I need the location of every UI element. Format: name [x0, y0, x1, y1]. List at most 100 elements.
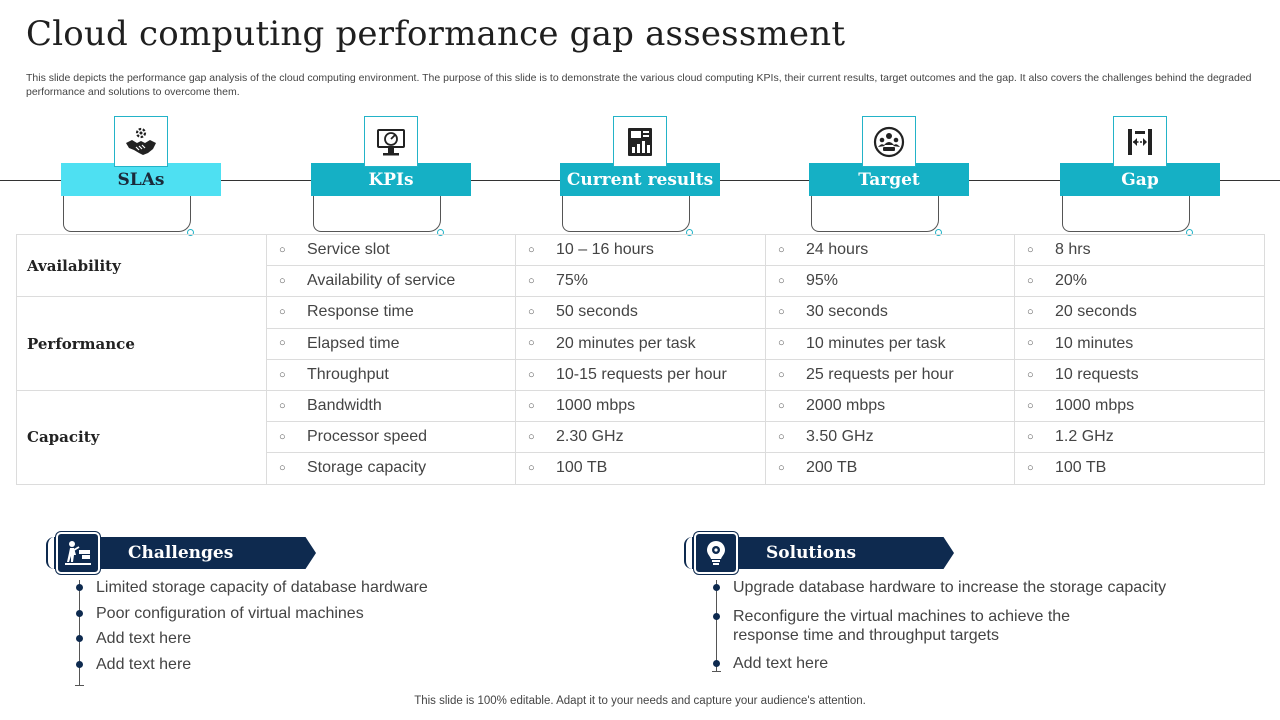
list-item-text: Poor configuration of virtual machines — [96, 605, 364, 622]
gap-cell: ○ 1000 mbps — [1014, 389, 1265, 423]
kpi-text: Processor speed — [307, 428, 428, 446]
list-item-text: Limited storage capacity of database har… — [96, 579, 428, 596]
kpi-text: Elapsed time — [307, 334, 400, 352]
list-item-text: Add text here — [96, 630, 192, 647]
bullet-icon: ○ — [1027, 462, 1034, 475]
header-bracket — [562, 196, 693, 236]
table-row: Capacity ○ Bandwidth ○ 1000 mbps ○ 2000 mbp… — [16, 389, 1265, 485]
kpi-cell: ○ Elapsed time — [266, 327, 516, 360]
bullet-icon: ○ — [778, 337, 785, 350]
current-text: 2.30 GHz — [556, 428, 624, 446]
target-cell: ○ 30 seconds — [765, 296, 1015, 329]
header-label-gap: Gap — [1060, 163, 1220, 196]
gap-cell: ○ 1.2 GHz — [1014, 421, 1265, 454]
kpi-text: Response time — [307, 303, 414, 321]
bullet-icon: ○ — [1027, 275, 1034, 288]
gap-text: 8 hrs — [1055, 241, 1091, 259]
table-row: Performance ○ Response time ○ 50 seconds ○… — [16, 296, 1265, 391]
kpi-cell: ○ Storage capacity — [266, 452, 516, 485]
list-item: Reconfigure the virtual machines to achi… — [713, 607, 1073, 645]
kpi-cell: ○ Bandwidth — [266, 389, 516, 423]
bullet-icon: ○ — [778, 430, 785, 443]
target-text: 25 requests per hour — [806, 365, 954, 383]
current-cell: ○ 50 seconds — [515, 296, 766, 329]
gap-cell: ○ 8 hrs — [1014, 233, 1265, 267]
list-item-text: Add text here — [96, 656, 192, 673]
table-row: ○ Availability of service ○ 75% ○ 95% ○ 20% — [17, 265, 1265, 298]
list-item: Poor configuration of virtual machines — [76, 604, 576, 623]
challenges-banner: Challenges — [46, 532, 318, 574]
gap-measure-icon — [1113, 116, 1167, 167]
current-text: 1000 mbps — [556, 397, 636, 415]
list-item-text: Reconfigure the virtual machines to achi… — [733, 608, 1071, 644]
current-cell: ○ 2.30 GHz — [515, 421, 766, 454]
gap-text: 1000 mbps — [1055, 397, 1135, 415]
header-label-slas: SLAs — [61, 163, 221, 196]
kpi-cell: ○ Throughput — [266, 358, 516, 391]
table-row: ○ Elapsed time ○ 20 minutes per task ○ 10 m… — [17, 327, 1265, 360]
header-label-kpis: KPIs — [311, 163, 471, 196]
bullet-icon: ○ — [279, 462, 286, 475]
bullet-icon: ○ — [1027, 243, 1034, 256]
bullet-icon: ○ — [528, 306, 535, 319]
bullet-dot-icon — [713, 660, 720, 667]
challenges-title: Challenges — [128, 543, 234, 563]
list-connector-line — [75, 580, 84, 686]
bullet-icon: ○ — [279, 368, 286, 381]
gap-cell: ○ 20% — [1014, 265, 1265, 298]
current-cell: ○ 75% — [515, 265, 766, 298]
bullet-icon: ○ — [1027, 368, 1034, 381]
list-item-text: Upgrade database hardware to increase th… — [733, 579, 1167, 596]
bullet-icon: ○ — [778, 399, 785, 412]
list-item: Add text here — [76, 655, 576, 674]
bullet-icon: ○ — [528, 275, 535, 288]
gap-assessment-table: Availability ○ Service slot ○ 10 – 16 hour… — [16, 233, 1265, 485]
header-bracket — [1062, 196, 1193, 236]
category-availability: Availability — [16, 233, 267, 298]
bullet-icon: ○ — [1027, 306, 1034, 319]
list-item: Upgrade database hardware to increase th… — [713, 578, 1183, 597]
slide-description: This slide depicts the performance gap a… — [26, 72, 1252, 98]
list-item: Limited storage capacity of database har… — [76, 578, 576, 597]
bullet-icon: ○ — [528, 462, 535, 475]
target-cell: ○ 200 TB — [765, 452, 1015, 485]
bullet-icon: ○ — [528, 368, 535, 381]
target-text: 2000 mbps — [806, 397, 886, 415]
current-cell: ○ 10 – 16 hours — [515, 233, 766, 267]
bullet-dot-icon — [76, 661, 83, 668]
bullet-icon: ○ — [279, 275, 286, 288]
current-text: 75% — [556, 272, 589, 290]
target-cell: ○ 3.50 GHz — [765, 421, 1015, 454]
banner-edge — [684, 537, 696, 569]
lightbulb-gear-icon — [694, 532, 738, 574]
bullet-icon: ○ — [778, 462, 785, 475]
solutions-title: Solutions — [766, 543, 857, 563]
footer-note: This slide is 100% editable. Adapt it to… — [414, 695, 866, 707]
current-text: 10 – 16 hours — [556, 241, 654, 259]
target-cell: ○ 95% — [765, 265, 1015, 298]
kpi-text: Storage capacity — [307, 459, 427, 477]
target-text: 24 hours — [806, 241, 869, 259]
kpi-text: Service slot — [307, 241, 390, 259]
challenges-list: Limited storage capacity of database har… — [75, 576, 576, 686]
person-obstacle-icon — [56, 532, 100, 574]
target-text: 10 minutes per task — [806, 334, 946, 352]
header-bracket — [811, 196, 942, 236]
kpi-text: Throughput — [307, 365, 389, 383]
target-cell: ○ 24 hours — [765, 233, 1015, 267]
gap-cell: ○ 100 TB — [1014, 452, 1265, 485]
list-item: Add text here — [76, 629, 576, 648]
header-kpis: KPIs — [311, 116, 471, 236]
table-row: Availability ○ Service slot ○ 10 – 16 hour… — [16, 233, 1265, 298]
table-row: ○ Throughput ○ 10-15 requests per hour ○ 25… — [17, 358, 1265, 391]
bullet-icon: ○ — [528, 243, 535, 256]
solutions-banner: Solutions — [684, 532, 956, 574]
bullet-icon: ○ — [279, 306, 286, 319]
current-cell: ○ 100 TB — [515, 452, 766, 485]
header-label-target: Target — [809, 163, 969, 196]
target-text: 95% — [806, 272, 839, 290]
header-bracket — [313, 196, 444, 236]
bullet-icon: ○ — [778, 368, 785, 381]
gap-cell: ○ 20 seconds — [1014, 296, 1265, 329]
bullet-icon: ○ — [279, 243, 286, 256]
